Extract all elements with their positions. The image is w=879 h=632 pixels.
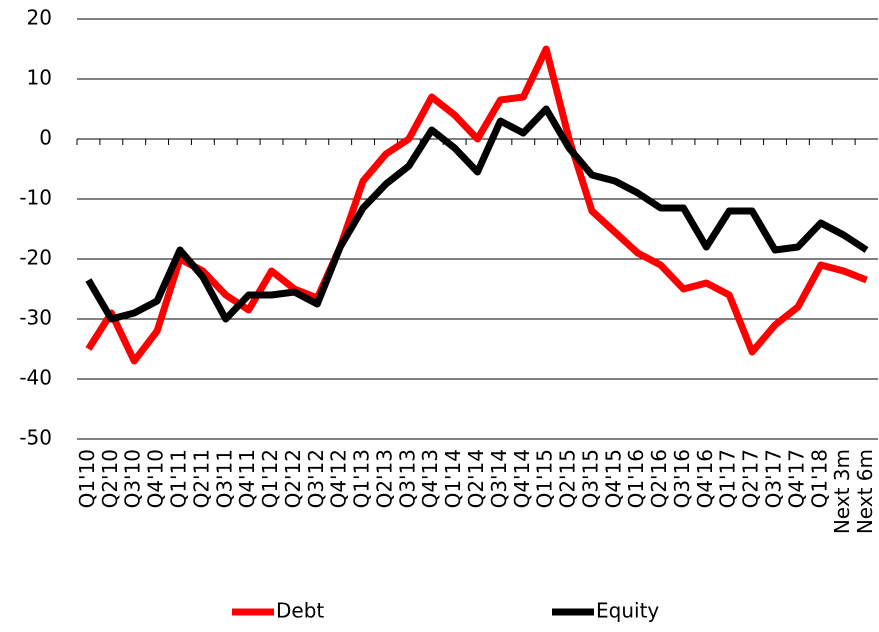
series-line (85, 45, 868, 365)
x-tick-label: Q1'11 (166, 449, 190, 508)
y-tick-label: -10 (19, 186, 52, 210)
x-tick-label: Q3'17 (762, 449, 786, 508)
x-tick-label: Q1'17 (716, 449, 740, 508)
x-tick-label: Q1'13 (350, 449, 374, 508)
x-tick-label: Next 6m (853, 449, 877, 534)
x-tick-label: Q1'15 (533, 449, 557, 508)
y-tick-label: -30 (19, 306, 52, 330)
x-tick-label: Q3'13 (395, 449, 419, 508)
x-tick-label: Q3'11 (212, 449, 236, 508)
y-tick-label: 0 (39, 126, 52, 150)
x-tick-label: Q2'14 (464, 449, 488, 508)
x-tick-label: Q3'16 (670, 449, 694, 508)
y-tick-label: -20 (19, 246, 52, 270)
x-tick-label: Q2'15 (556, 449, 580, 508)
x-tick-label: Q4'16 (693, 449, 717, 508)
x-tick-label: Q2'17 (739, 449, 763, 508)
x-tick-label: Q2'13 (372, 449, 396, 508)
x-tick-label: Q4'17 (784, 449, 808, 508)
legend-label: Equity (596, 599, 659, 623)
x-tick-label: Q1'12 (258, 449, 282, 508)
y-tick-label: -40 (19, 366, 52, 390)
x-tick-label: Q4'10 (144, 449, 168, 508)
y-tick-label: 20 (27, 6, 52, 30)
x-tick-label: Q3'10 (121, 449, 145, 508)
x-tick-label: Q1'16 (624, 449, 648, 508)
y-tick-label: -50 (19, 426, 52, 450)
x-tick-label: Q3'14 (487, 449, 511, 508)
x-tick-label: Q4'12 (327, 449, 351, 508)
x-tick-label: Q2'12 (281, 449, 305, 508)
x-tick-label: Q3'15 (578, 449, 602, 508)
series-line (85, 105, 869, 323)
y-tick-label: 10 (27, 66, 52, 90)
x-tick-label: Next 3m (830, 449, 854, 534)
legend-label: Debt (276, 599, 324, 623)
x-tick-label: Q2'16 (647, 449, 671, 508)
x-tick-label: Q1'10 (75, 449, 99, 508)
x-tick-label: Q1'14 (441, 449, 465, 508)
x-tick-label: Q4'14 (510, 449, 534, 508)
x-tick-label: Q4'13 (418, 449, 442, 508)
x-tick-label: Q1'18 (807, 449, 831, 508)
x-tick-label: Q2'10 (98, 449, 122, 508)
x-tick-label: Q4'11 (235, 449, 259, 508)
x-tick-label: Q3'12 (304, 449, 328, 508)
x-tick-label: Q4'15 (601, 449, 625, 508)
x-tick-label: Q2'11 (189, 449, 213, 508)
